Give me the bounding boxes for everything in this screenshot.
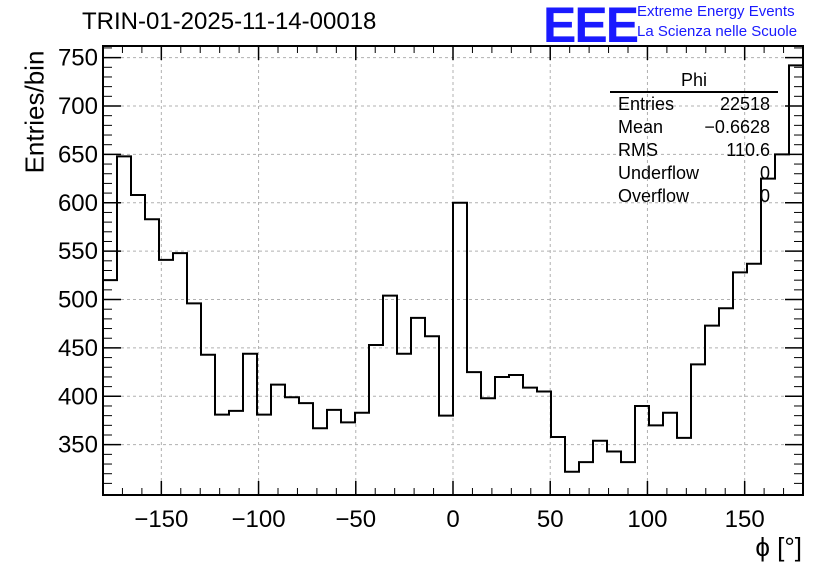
- x-tick-label: 150: [725, 506, 765, 533]
- y-tick-label: 750: [58, 45, 98, 72]
- x-tick-label: −150: [134, 506, 188, 533]
- stats-row-mean: Mean −0.6628: [610, 116, 778, 139]
- eee-tagline-2: La Scienza nelle Scuole: [637, 23, 798, 40]
- x-tick-label: −100: [232, 506, 286, 533]
- stats-title: Phi: [610, 70, 778, 93]
- eee-tagline-1: Extreme Energy Events: [637, 3, 795, 20]
- y-tick-label: 600: [58, 190, 98, 217]
- x-axis-label: ϕ [°]: [755, 532, 802, 562]
- y-tick-label: 550: [58, 238, 98, 265]
- stats-label: RMS: [618, 140, 658, 160]
- stats-box: Phi Entries 22518 Mean −0.6628 RMS 110.6…: [610, 70, 778, 208]
- stats-row-overflow: Overflow 0: [610, 185, 778, 208]
- stats-value: 110.6: [726, 140, 770, 160]
- y-tick-label: 450: [58, 335, 98, 362]
- stats-value: −0.6628: [704, 117, 770, 137]
- x-tick-label: −50: [335, 506, 376, 533]
- stats-value: 0: [759, 186, 770, 206]
- histogram-line: [102, 64, 804, 495]
- y-tick-label: 500: [58, 287, 98, 314]
- stats-label: Underflow: [618, 163, 700, 183]
- x-tick-label: 0: [446, 506, 459, 533]
- eee-logo: EEE: [543, 0, 639, 53]
- stats-row-underflow: Underflow 0: [610, 162, 778, 185]
- stats-row-rms: RMS 110.6: [610, 139, 778, 162]
- stats-label: Overflow: [618, 186, 690, 206]
- x-tick-label: 50: [537, 506, 564, 533]
- y-axis-label: Entries/bin: [19, 50, 50, 174]
- y-tick-label: 350: [58, 432, 98, 459]
- y-tick-label: 400: [58, 383, 98, 410]
- chart-title: TRIN-01-2025-11-14-00018: [82, 8, 377, 35]
- x-tick-label: 100: [627, 506, 667, 533]
- stats-label: Mean: [618, 117, 664, 137]
- stats-label: Entries: [618, 94, 675, 114]
- y-tick-label: 700: [58, 93, 98, 120]
- stats-row-entries: Entries 22518: [610, 93, 778, 116]
- y-tick-label: 650: [58, 141, 98, 168]
- stats-value: 22518: [719, 94, 770, 114]
- stats-value: 0: [759, 163, 770, 183]
